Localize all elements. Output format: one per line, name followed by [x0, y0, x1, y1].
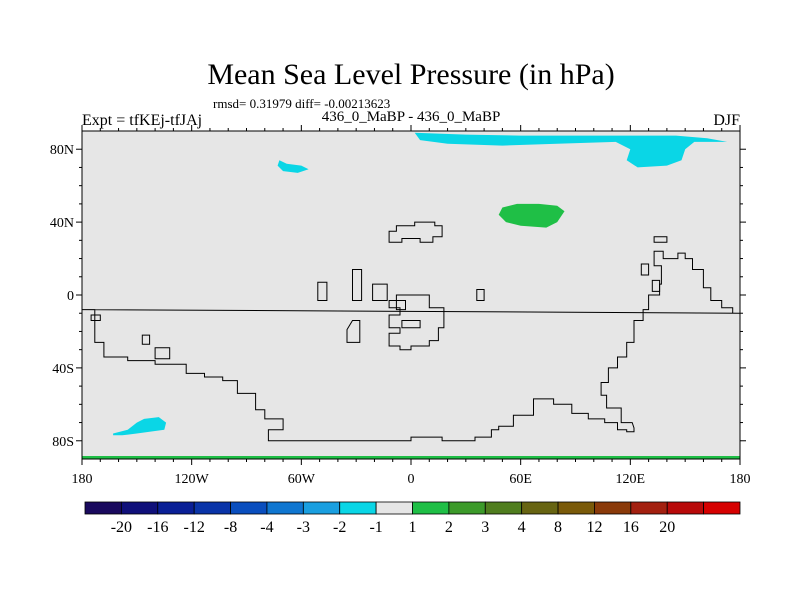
x-tick-label: 120W [175, 472, 210, 487]
y-tick-label: 80N [50, 143, 74, 158]
y-tick-label: 40S [52, 362, 74, 377]
colorbar-swatch-2 [120, 501, 159, 515]
coastline-15 [640, 263, 650, 276]
colorbar: -20 -16 -12 -8 -4 -3 -2 -1 1 2 3 4 8 12 16 20 [84, 501, 741, 536]
season-label: DJF [713, 112, 740, 129]
coastline-3 [141, 334, 151, 345]
colorbar-swatch-6 [266, 501, 304, 515]
y-tick-label: 40N [50, 216, 74, 231]
colorbar-label: -20 [111, 519, 132, 536]
colorbar-swatch-7 [302, 501, 341, 515]
coastline-6 [352, 269, 363, 301]
colorbar-swatch-15 [594, 501, 632, 515]
coastline-12 [401, 320, 421, 329]
colorbar-swatch-13 [521, 501, 559, 515]
y-tick-label: 0 [67, 289, 74, 304]
colorbar-swatch-16 [630, 501, 668, 515]
colorbar-swatch-4 [193, 501, 231, 515]
colorbar-swatch-14 [557, 501, 595, 515]
colorbar-label: 20 [659, 519, 675, 536]
coastline-11 [388, 294, 445, 351]
colorbar-label: -2 [333, 519, 346, 536]
colorbar-label: -16 [147, 519, 168, 536]
coastline-10 [388, 221, 443, 243]
period-label: 436_0_MaBP - 436_0_MaBP [322, 109, 501, 125]
colorbar-swatch-5 [230, 501, 268, 515]
colorbar-label: 2 [445, 519, 453, 536]
experiment-label: Expt = tfKEj-tfJAj [82, 112, 202, 129]
y-tick-label: 80S [52, 435, 74, 450]
colorbar-swatch-18 [703, 501, 741, 515]
colorbar-label: -1 [369, 519, 382, 536]
colorbar-label: 1 [409, 519, 417, 536]
colorbar-swatch-17 [666, 501, 705, 515]
anomaly-region-1 [414, 132, 728, 168]
coastline-9 [395, 300, 406, 311]
chart-title: Mean Sea Level Pressure (in hPa) [207, 58, 614, 91]
coastline-4 [154, 347, 171, 360]
colorbar-label: 8 [554, 519, 562, 536]
coastline-2 [90, 314, 101, 321]
coastline-7 [346, 320, 361, 343]
colorbar-swatch-11 [448, 501, 486, 515]
colorbar-swatch-10 [412, 501, 450, 515]
colorbar-label: 4 [518, 519, 526, 536]
colorbar-swatch-8 [339, 501, 377, 515]
anomaly-region-2 [277, 160, 309, 173]
coastline-13 [476, 289, 485, 301]
coastline-5 [317, 281, 328, 301]
coastline-8 [372, 283, 388, 301]
colorbar-swatch-12 [484, 501, 523, 515]
anomaly-region-4 [498, 203, 565, 228]
x-tick-label: 180 [72, 472, 93, 487]
map-plot-area [81, 130, 741, 460]
x-tick-label: 60E [509, 472, 532, 487]
anomaly-region-3 [113, 417, 167, 436]
x-axis: 180 120W 60W 0 60E 120E 180 [72, 125, 751, 487]
colorbar-label: 12 [586, 519, 602, 536]
colorbar-label: -4 [260, 519, 273, 536]
polar-strip [82, 456, 740, 459]
colorbar-swatch-9 [375, 501, 413, 515]
colorbar-label: 16 [623, 519, 639, 536]
coastline-16 [651, 279, 661, 292]
colorbar-swatch-1 [84, 501, 122, 515]
coastline-1 [81, 250, 741, 442]
colorbar-label: -12 [184, 519, 205, 536]
colorbar-swatch-3 [157, 501, 195, 515]
colorbar-label: -3 [297, 519, 310, 536]
colorbar-label: -8 [224, 519, 237, 536]
x-tick-label: 0 [408, 472, 415, 487]
colorbar-label: 3 [481, 519, 489, 536]
x-tick-label: 120E [616, 472, 646, 487]
coastline-14 [653, 236, 668, 243]
x-tick-label: 180 [730, 472, 751, 487]
stats-label: rmsd= 0.31979 diff= -0.00213623 [213, 96, 390, 111]
x-tick-label: 60W [288, 472, 316, 487]
y-axis: 80N 40N 0 40S 80S [50, 143, 746, 450]
